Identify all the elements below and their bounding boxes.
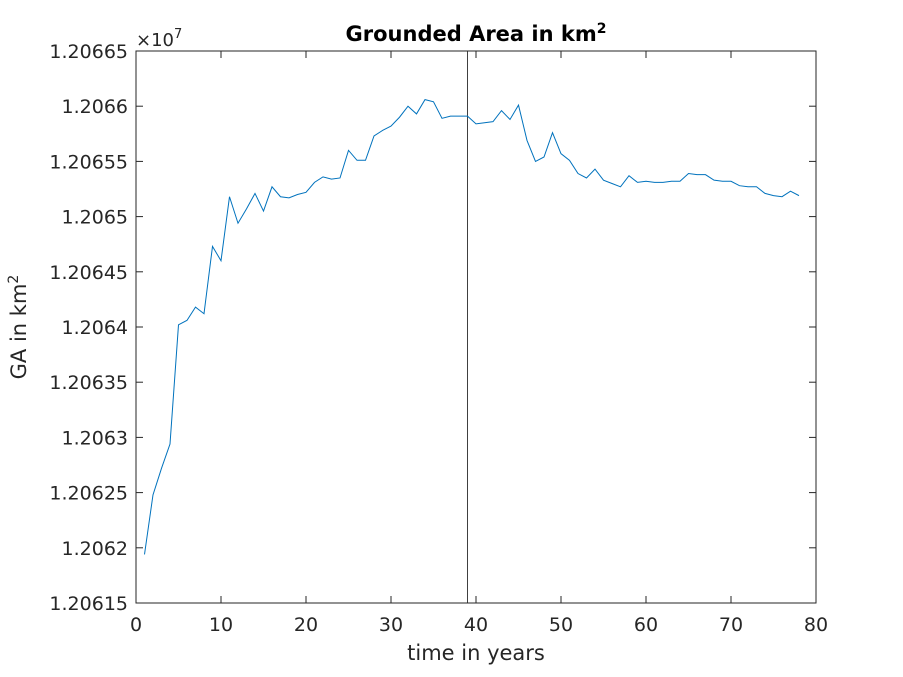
x-tick-label: 40 xyxy=(464,614,488,636)
series-line xyxy=(144,99,800,555)
y-tick-label: 1.2064 xyxy=(62,317,128,339)
x-tick-label: 20 xyxy=(294,614,318,636)
y-tick-label: 1.2063 xyxy=(62,427,128,449)
y-tick-label: 1.20635 xyxy=(49,372,128,394)
y-tick-label: 1.20615 xyxy=(49,593,128,615)
y-axis-exponent: ×107 xyxy=(136,27,182,51)
y-tick-label: 1.20655 xyxy=(49,151,128,173)
y-tick-label: 1.2065 xyxy=(62,207,128,229)
x-axis-label: time in years xyxy=(407,641,545,665)
x-tick-label: 70 xyxy=(719,614,743,636)
x-tick-label: 60 xyxy=(634,614,658,636)
chart-title: Grounded Area in km2 xyxy=(346,21,607,46)
y-tick-label: 1.20645 xyxy=(49,262,128,284)
y-tick-label: 1.20665 xyxy=(49,41,128,63)
y-axis-ticks: 1.20615 1.2062 1.20625 1.2063 1.20635 1.2064 1… xyxy=(49,41,816,615)
x-tick-label: 10 xyxy=(209,614,233,636)
plot-area-box xyxy=(135,50,817,604)
y-tick-label: 1.20625 xyxy=(49,483,128,505)
x-tick-label: 50 xyxy=(549,614,573,636)
y-axis-label: GA in km2 xyxy=(6,275,31,380)
x-tick-label: 30 xyxy=(379,614,403,636)
y-tick-label: 1.2062 xyxy=(62,538,128,560)
y-tick-label: 1.2066 xyxy=(62,96,128,118)
x-axis-ticks: 0 10 20 30 40 50 60 70 80 xyxy=(130,51,828,636)
x-tick-label: 0 xyxy=(130,614,142,636)
x-tick-label: 80 xyxy=(804,614,828,636)
